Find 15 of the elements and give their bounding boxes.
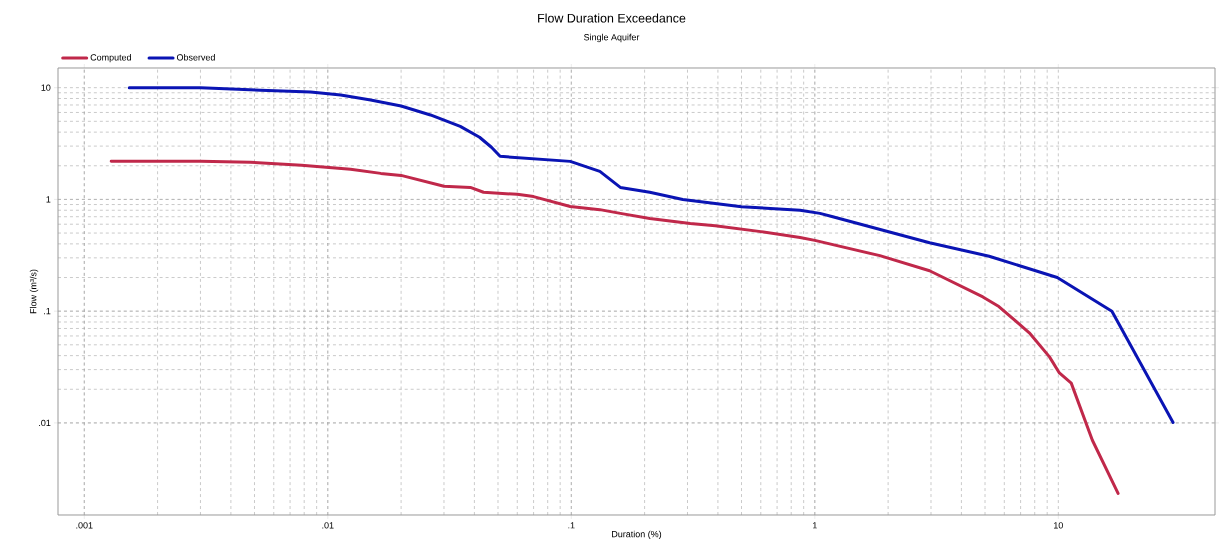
y-axis-title: Flow (m³/s): [29, 269, 39, 314]
y-tick-label: 10: [41, 84, 51, 91]
x-axis-title: Duration (%): [612, 530, 662, 540]
legend-label: Observed: [176, 53, 215, 61]
x-tick-label: 10: [1054, 522, 1063, 529]
legend-label: Computed: [90, 53, 131, 63]
y-tick-label: 1: [46, 196, 51, 203]
x-tick-label: 1: [813, 522, 817, 529]
chart-title: Flow Duration Exceedance: [538, 13, 686, 23]
x-tick-label: .001: [76, 522, 93, 529]
y-tick-label: .01: [39, 419, 51, 427]
x-tick-label: .1: [568, 522, 575, 529]
y-tick-label: .1: [44, 308, 51, 315]
chart-subtitle: Single Aquifer: [584, 33, 640, 43]
x-tick-label: .01: [322, 522, 334, 529]
